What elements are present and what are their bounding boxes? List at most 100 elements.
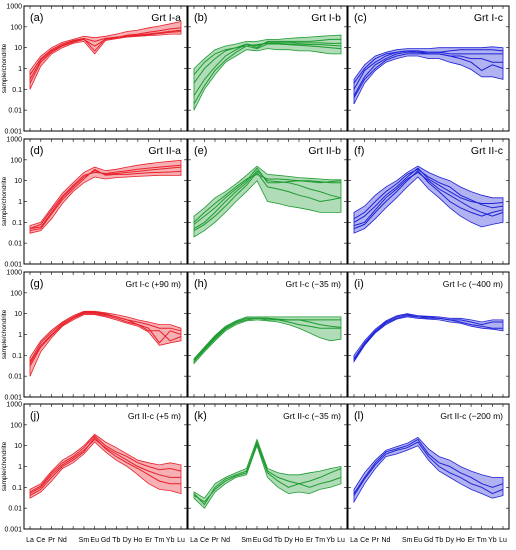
panel-letter: (c) — [354, 12, 367, 24]
x-tick-label: Dy — [123, 537, 132, 544]
y-tick-label: 0.1 — [12, 485, 22, 492]
panel-letter: (d) — [30, 145, 43, 157]
series-line — [193, 442, 342, 506]
panel-title: Grt II-c — [471, 145, 503, 157]
series-line — [29, 168, 182, 232]
x-tick-label: Nd — [381, 537, 390, 544]
y-tick-label: 0.001 — [4, 527, 22, 534]
panel-c: (c) Grt I-c — [347, 5, 510, 132]
x-tick-label: Tm — [154, 537, 164, 544]
series-line — [29, 434, 182, 493]
x-tick-label: Eu — [414, 537, 423, 544]
y-tick-label: 0.01 — [8, 241, 22, 248]
series-line — [29, 312, 182, 364]
x-tick-label: Ce — [200, 537, 209, 544]
series-line — [193, 167, 341, 225]
series-line — [353, 441, 504, 496]
x-tick-label: Ce — [36, 537, 45, 544]
y-tick-label: 0.1 — [12, 87, 22, 94]
panel-letter: (k) — [194, 410, 207, 422]
series-line — [193, 43, 342, 105]
x-tick-label: Dy — [284, 537, 293, 544]
y-tick-label: 0.001 — [4, 129, 22, 136]
panel-d: (d) Grt II-a 1000 100 10 1 0.1 0.01 0.001 sample/… — [1, 137, 188, 269]
x-tick-label: Nd — [58, 537, 67, 544]
x-tick-label: Ho — [133, 537, 142, 544]
series-line — [29, 166, 182, 230]
x-tick-label: Yb — [166, 537, 175, 544]
panel-j: (j) Grt II-c (+5 m) 1000 100 10 1 0.1 0.01 0.001… — [1, 402, 188, 544]
y-tick-label: 100 — [10, 24, 22, 31]
panel-letter: (a) — [30, 12, 43, 24]
panel-letter: (l) — [354, 410, 364, 422]
panel-h: (h) Grt I-c (−35 m) — [187, 271, 348, 398]
series-line — [193, 38, 341, 96]
y-tick-label: 0.1 — [12, 220, 22, 227]
y-tick-label: 0.001 — [4, 395, 22, 402]
series-envelope — [29, 159, 182, 234]
x-tick-label: Eu — [90, 537, 99, 544]
y-tick-label: 1000 — [6, 4, 22, 11]
series-line — [193, 169, 342, 230]
series-line — [353, 168, 504, 220]
panel-letter: (b) — [194, 12, 207, 24]
series-line — [29, 438, 181, 495]
y-tick-label: 1000 — [6, 402, 22, 409]
series-line — [193, 317, 342, 361]
panel-title: Grt I-c (+90 m) — [126, 279, 182, 289]
series-envelope — [193, 165, 342, 238]
x-tick-label: Lu — [177, 537, 185, 544]
series-line — [353, 315, 503, 361]
x-tick-label: Gd — [263, 537, 272, 544]
panel-g: (g) Grt I-c (+90 m) 1000 100 10 1 0.1 0.01 0.001… — [1, 270, 188, 402]
x-tick-label: Ce — [360, 537, 369, 544]
y-tick-label: 100 — [10, 290, 22, 297]
series-line — [193, 440, 342, 503]
panel-letter: (h) — [194, 278, 207, 290]
series-line — [29, 164, 182, 230]
y-tick-label: 0.01 — [8, 108, 22, 115]
x-tick-label: Eu — [253, 537, 262, 544]
series-line — [353, 169, 504, 230]
panel-title: Grt I-c (−35 m) — [286, 279, 342, 289]
x-tick-label: Nd — [221, 537, 230, 544]
x-tick-label: Er — [468, 537, 476, 544]
x-tick-label: Er — [306, 537, 314, 544]
panel-letter: (e) — [194, 145, 207, 157]
x-tick-label: Dy — [446, 537, 455, 544]
series-line — [29, 436, 181, 497]
panel-title: Grt II-a — [148, 145, 181, 157]
series-envelope — [29, 21, 182, 90]
panel-k: (k) Grt II-c (−35 m) La Ce Pr Nd Sm Eu Gd Tb Dy Ho E… — [187, 403, 348, 544]
x-tick-label: Tm — [477, 537, 487, 544]
series-line — [193, 173, 342, 223]
x-tick-label: Tm — [315, 537, 325, 544]
panel-letter: (g) — [30, 278, 43, 290]
series-line — [353, 53, 504, 98]
series-envelope — [353, 165, 504, 234]
x-tick-label: Sm — [79, 537, 90, 544]
x-tick-label: Gd — [101, 537, 110, 544]
y-tick-label: 10 — [14, 45, 22, 52]
series-line — [193, 171, 342, 232]
y-axis-label: sample/chondrite — [1, 43, 8, 93]
y-tick-label: 1 — [18, 66, 22, 73]
panel-title: Grt II-c (−200 m) — [440, 411, 503, 421]
x-tick-label: Pr — [212, 537, 220, 544]
x-tick-label: Pr — [372, 537, 380, 544]
y-tick-label: 1 — [18, 464, 22, 471]
panel-title: Grt I-c — [474, 12, 503, 24]
series-line — [193, 41, 341, 84]
panel-letter: (f) — [354, 145, 364, 157]
series-envelope — [353, 436, 504, 504]
series-envelope — [193, 34, 342, 111]
series-envelope — [353, 46, 504, 105]
panel-b: (b) Grt I-b — [187, 5, 348, 132]
panel-f: (f) Grt II-c — [347, 138, 510, 265]
x-tick-label: Tb — [435, 537, 443, 544]
x-tick-label: Sm — [241, 537, 252, 544]
x-tick-label: La — [26, 537, 34, 544]
x-tick-label: Ho — [295, 537, 304, 544]
y-tick-label: 0.1 — [12, 353, 22, 360]
